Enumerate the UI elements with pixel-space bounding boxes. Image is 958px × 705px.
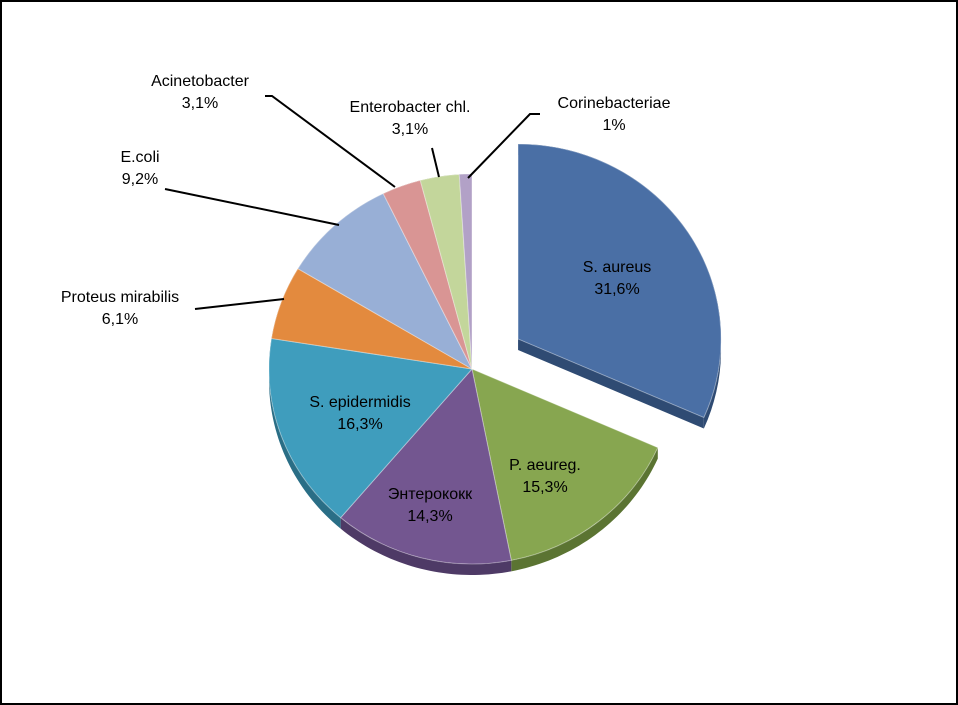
- pie-slice-s-aureus: [517, 143, 722, 419]
- slice-name-acinetobacter: Acinetobacter: [151, 73, 250, 90]
- slice-value-corinebacteriae: 1%: [602, 117, 625, 134]
- leader-line-corinebacteriae: [467, 113, 540, 179]
- slice-name-p-aeureg: P. aeureg.: [509, 457, 581, 474]
- slice-value-энтерококк: 14,3%: [407, 508, 452, 525]
- slice-value-e-coli: 9,2%: [122, 171, 158, 188]
- pie-slice-proteus-mirabilis: [270, 268, 473, 370]
- slice-name-s-epidermidis: S. epidermidis: [309, 394, 410, 411]
- pie-slice-side-p-aeureg: [511, 447, 658, 572]
- slice-name-энтерококк: Энтерококк: [388, 486, 473, 503]
- slice-value-proteus-mirabilis: 6,1%: [102, 311, 138, 328]
- leader-line-enterobacter-chl: [431, 147, 440, 178]
- slice-name-e-coli: E.coli: [120, 149, 159, 166]
- slices-layer: [268, 143, 722, 575]
- slice-value-s-epidermidis: 16,3%: [337, 416, 382, 433]
- slice-name-corinebacteriae: Corinebacteriae: [558, 95, 671, 112]
- leader-line-proteus-mirabilis: [194, 298, 285, 310]
- slice-value-p-aeureg: 15,3%: [522, 479, 567, 496]
- leader-line-acinetobacter: [265, 95, 396, 188]
- pie-slice-side-энтерококк: [340, 517, 512, 575]
- pie-slice-s-epidermidis: [268, 337, 473, 519]
- pie-slice-энтерококк: [339, 367, 512, 565]
- labels-layer: S. aureus 31,6% P. aeureg. 15,3% Энтерококк 1…: [61, 73, 671, 525]
- leader-line-e-coli: [164, 188, 340, 226]
- slice-value-s-aureus: 31,6%: [594, 281, 639, 298]
- pie-slice-p-aeureg: [471, 368, 659, 561]
- slice-name-proteus-mirabilis: Proteus mirabilis: [61, 289, 179, 306]
- slice-name-enterobacter-chl: Enterobacter chl.: [350, 99, 471, 116]
- slice-value-enterobacter-chl: 3,1%: [392, 121, 428, 138]
- leader-lines: [164, 95, 540, 310]
- pie-slice-wall-s-aureus: [518, 338, 704, 429]
- pie-slice-e-coli: [297, 192, 474, 371]
- slice-value-acinetobacter: 3,1%: [182, 95, 218, 112]
- slice-name-s-aureus: S. aureus: [583, 259, 651, 276]
- pie-slice-acinetobacter: [382, 179, 473, 370]
